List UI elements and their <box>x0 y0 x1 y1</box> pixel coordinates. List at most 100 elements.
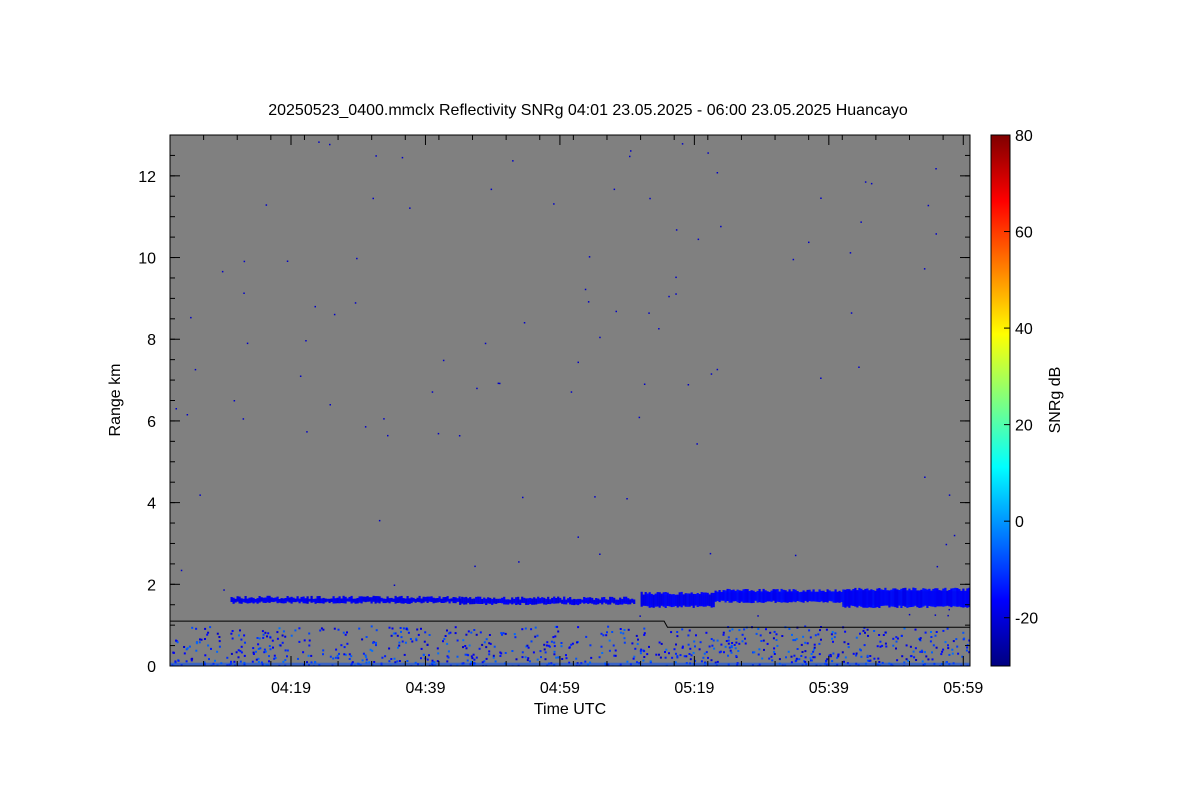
noise-speckle <box>244 641 246 644</box>
noise-speckle <box>639 652 642 655</box>
noise-speckle <box>884 642 887 645</box>
noise-speckle <box>466 659 469 662</box>
noise-speckle <box>737 650 740 652</box>
noise-speckle <box>454 626 457 629</box>
noise-speckle <box>183 652 186 655</box>
noise-speckle <box>488 650 491 653</box>
noise-speckle <box>364 654 367 657</box>
noise-speckle <box>554 635 557 638</box>
noise-speckle <box>499 655 502 657</box>
noise-speckle <box>819 629 821 632</box>
noise-speckle <box>337 657 340 660</box>
noise-speckle <box>243 654 246 657</box>
noise-speckle <box>545 644 548 647</box>
noise-speckle <box>176 641 179 644</box>
plot-area <box>169 134 971 667</box>
noise-speckle <box>393 584 396 586</box>
noise-speckle <box>940 653 943 656</box>
noise-speckle <box>668 295 670 298</box>
noise-speckle <box>401 156 404 159</box>
noise-speckle <box>390 634 393 637</box>
noise-speckle <box>795 659 798 662</box>
noise-speckle <box>945 543 948 546</box>
noise-speckle <box>372 641 375 644</box>
noise-speckle <box>681 645 684 648</box>
noise-speckle <box>790 661 793 664</box>
noise-speckle <box>485 638 488 641</box>
noise-speckle <box>675 643 677 646</box>
noise-speckle <box>233 400 236 402</box>
noise-speckle <box>858 366 860 368</box>
noise-speckle <box>771 659 774 662</box>
noise-speckle <box>849 252 852 254</box>
colorbar-tick-label: 40 <box>1015 321 1033 338</box>
noise-speckle <box>829 655 832 658</box>
noise-speckle <box>812 650 815 653</box>
noise-speckle <box>350 655 353 658</box>
noise-speckle <box>268 645 271 647</box>
noise-speckle <box>612 644 615 647</box>
noise-speckle <box>172 651 175 654</box>
noise-speckle <box>409 638 412 640</box>
noise-speckle <box>776 644 779 647</box>
noise-speckle <box>778 658 781 661</box>
noise-speckle <box>279 644 282 647</box>
noise-speckle <box>605 634 608 637</box>
noise-speckle <box>233 660 236 663</box>
noise-speckle <box>526 659 529 662</box>
y-tick-label: 6 <box>147 414 156 431</box>
noise-speckle <box>252 653 255 655</box>
noise-speckle <box>708 645 711 648</box>
noise-speckle <box>598 656 601 659</box>
noise-speckle <box>342 631 345 634</box>
noise-speckle <box>481 661 484 664</box>
noise-speckle <box>643 633 646 636</box>
noise-speckle <box>550 640 553 643</box>
noise-speckle <box>831 660 834 663</box>
noise-speckle <box>812 656 815 659</box>
cloud-layer <box>230 587 970 608</box>
noise-speckle <box>400 630 402 633</box>
noise-speckle <box>735 641 738 644</box>
noise-speckle <box>594 496 596 498</box>
noise-speckle <box>955 638 958 641</box>
noise-speckle <box>881 644 884 647</box>
noise-speckle <box>239 660 242 663</box>
noise-speckle <box>286 655 288 658</box>
noise-speckle <box>961 655 964 658</box>
noise-speckle <box>273 654 276 657</box>
noise-speckle <box>365 656 368 658</box>
noise-speckle <box>343 653 346 656</box>
noise-speckle <box>543 643 546 646</box>
noise-speckle <box>373 661 376 663</box>
noise-speckle <box>299 375 302 377</box>
noise-speckle <box>623 637 626 640</box>
noise-speckle <box>446 660 449 663</box>
noise-speckle <box>346 631 348 634</box>
noise-speckle <box>302 651 305 654</box>
noise-speckle <box>334 656 337 659</box>
noise-speckle <box>446 642 449 645</box>
noise-speckle <box>329 655 332 658</box>
noise-speckle <box>942 648 945 651</box>
noise-speckle <box>226 656 229 659</box>
noise-speckle <box>862 629 865 632</box>
noise-speckle <box>877 657 880 660</box>
noise-speckle <box>447 656 450 659</box>
noise-speckle <box>639 649 642 652</box>
noise-speckle <box>722 631 725 634</box>
noise-speckle <box>674 661 677 664</box>
noise-speckle <box>966 646 969 649</box>
noise-speckle <box>744 637 746 640</box>
noise-speckle <box>850 312 853 314</box>
noise-speckle <box>808 241 810 244</box>
colorbar-tick-label: -20 <box>1015 611 1038 628</box>
noise-speckle <box>371 649 374 652</box>
noise-speckle <box>867 634 869 637</box>
noise-speckle <box>396 660 399 663</box>
noise-speckle <box>230 632 233 635</box>
noise-speckle <box>629 155 631 158</box>
noise-speckle <box>649 197 651 200</box>
noise-speckle <box>470 660 473 663</box>
noise-speckle <box>866 654 869 657</box>
